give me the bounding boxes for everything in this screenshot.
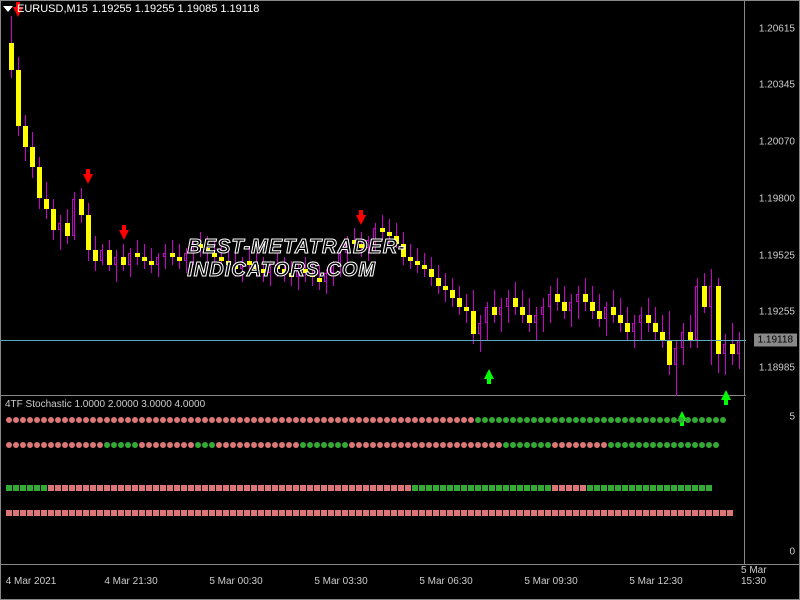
x-tick-label: 4 Mar 21:30 (104, 576, 157, 587)
x-tick-label: 5 Mar 15:30 (741, 565, 781, 587)
y-tick-label: 1.19525 (759, 250, 795, 261)
arrow-down-icon (356, 215, 366, 225)
x-tick-label: 5 Mar 03:30 (314, 576, 367, 587)
dropdown-icon[interactable] (3, 6, 13, 12)
indicator-y-label: 0 (789, 547, 795, 558)
symbol-label: EURUSD,M15 (17, 3, 88, 15)
y-tick-label: 1.18985 (759, 362, 795, 373)
ohlc-label: 1.19255 1.19255 1.19085 1.19118 (92, 3, 259, 15)
indicator-row (6, 417, 726, 424)
y-tick-label: 1.20345 (759, 80, 795, 91)
chart-area[interactable]: EURUSD,M15 1.19255 1.19255 1.19085 1.191… (1, 1, 746, 396)
x-tick-label: 5 Mar 12:30 (629, 576, 682, 587)
y-tick-label: 1.19800 (759, 193, 795, 204)
arrow-down-icon (119, 230, 129, 240)
x-tick-label: 5 Mar 00:30 (209, 576, 262, 587)
current-price-line (1, 340, 746, 341)
chart-header[interactable]: EURUSD,M15 1.19255 1.19255 1.19085 1.191… (3, 3, 259, 15)
current-price-marker: 1.19118 (754, 334, 797, 347)
indicator-y-axis: 50 (744, 397, 799, 565)
indicator-y-label: 5 (789, 412, 795, 423)
arrow-up-icon (484, 369, 494, 379)
x-tick-label: 5 Mar 06:30 (419, 576, 472, 587)
indicator-row (6, 442, 719, 449)
indicator-title: 4TF Stochastic 1.0000 2.0000 3.0000 4.00… (5, 399, 205, 410)
y-axis: 1.20615 1.20345 1.20070 1.19800 1.19525 1.192… (744, 1, 799, 396)
y-tick-label: 1.20615 (759, 24, 795, 35)
y-tick-label: 1.20070 (759, 137, 795, 148)
x-tick-label: 4 Mar 2021 (6, 576, 57, 587)
y-tick-label: 1.19255 (759, 306, 795, 317)
indicator-area[interactable]: 4TF Stochastic 1.0000 2.0000 3.0000 4.00… (1, 397, 746, 565)
x-tick-label: 5 Mar 09:30 (524, 576, 577, 587)
indicator-row (6, 485, 712, 492)
candlestick-container (1, 1, 746, 396)
x-axis: 4 Mar 2021 4 Mar 21:30 5 Mar 00:30 5 Mar 03… (1, 564, 800, 599)
indicator-row (6, 510, 733, 517)
arrow-down-icon (83, 174, 93, 184)
